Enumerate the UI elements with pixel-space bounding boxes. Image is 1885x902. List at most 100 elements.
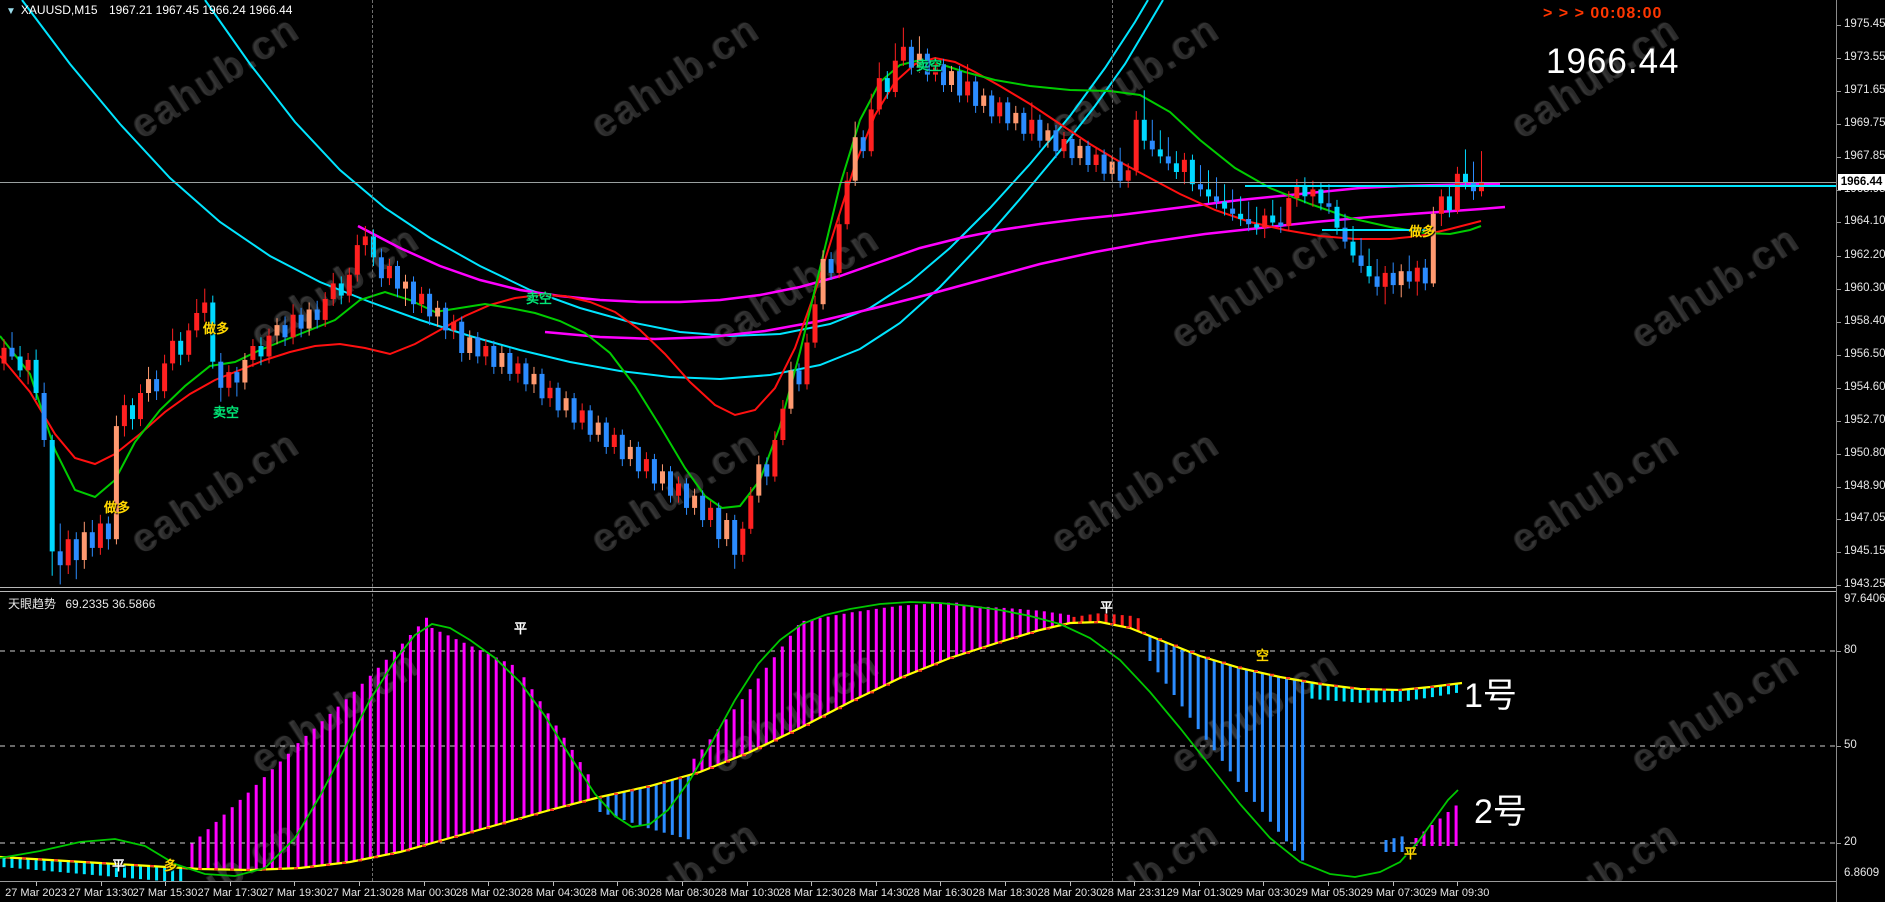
price-axis-label: 1969.75: [1844, 117, 1885, 129]
oscillator-axis-label: 6.8609: [1844, 867, 1880, 879]
price-axis[interactable]: 1975.451973.551971.651969.751967.851965.…: [1836, 0, 1885, 902]
time-axis-label: 28 Mar 04:30: [520, 887, 586, 899]
time-tick: [359, 882, 360, 886]
chart-title: ▼ XAUUSD,M15 1967.21 1967.45 1966.24 1966…: [6, 3, 292, 17]
histogram-segment-6: [692, 625, 800, 774]
time-tick: [36, 882, 37, 886]
time-axis-label: 28 Mar 06:30: [584, 887, 650, 899]
time-axis-label: 28 Mar 00:30: [391, 887, 457, 899]
histogram-segment-0: [2, 857, 183, 881]
oscillator-red-dashes: [6, 621, 1450, 871]
histogram-segment-2: [296, 617, 428, 869]
annotation-signal-10: 多: [164, 858, 178, 873]
time-axis-label: 28 Mar 14:30: [843, 887, 909, 899]
price-axis-label: 1945.15: [1844, 545, 1885, 557]
annotation-signal-3: 卖空: [526, 291, 553, 306]
oscillator-axis-label: 20: [1844, 836, 1857, 848]
time-axis-label: 28 Mar 23:31: [1101, 887, 1167, 899]
time-tick: [682, 882, 683, 886]
price-axis-label: 1954.60: [1844, 381, 1885, 393]
time-axis-label: 29 Mar 09:30: [1424, 887, 1490, 899]
time-axis-label: 27 Mar 15:30: [132, 887, 198, 899]
oscillator-axis-label: 97.6406: [1844, 593, 1885, 605]
time-axis-label: 29 Mar 03:30: [1230, 887, 1296, 899]
price-tick: [1837, 519, 1841, 520]
price-tick: [1837, 454, 1841, 455]
oscillator-axis-label: 80: [1844, 644, 1857, 656]
price-tick: [1837, 157, 1841, 158]
histogram-segment-1: [190, 753, 290, 870]
histogram-segment-4: [522, 677, 590, 818]
price-axis-label: 1962.20: [1844, 249, 1885, 261]
ma-line-cyan_b: [204, 0, 1149, 338]
day-separator-0: [372, 0, 373, 881]
price-axis-label: 1947.05: [1844, 512, 1885, 524]
cyan-hline-short: [1322, 229, 1430, 231]
time-tick: [1393, 882, 1394, 886]
time-axis-label: 27 Mar 19:30: [261, 887, 327, 899]
price-tick: [1837, 355, 1841, 356]
histogram-segment-10: [1148, 636, 1305, 861]
annotation-signal-8: 空: [1256, 648, 1270, 663]
price-axis-label: 1973.55: [1844, 51, 1885, 63]
annotation-signal-7: 平: [1100, 600, 1114, 615]
cyan-hline-long: [1245, 185, 1836, 187]
oscillator-name: 天眼趋势: [8, 597, 57, 611]
price-tick: [1837, 222, 1841, 223]
time-axis-label: 28 Mar 12:30: [778, 887, 844, 899]
histogram-segment-13: [1414, 805, 1458, 846]
time-axis[interactable]: 27 Mar 2023 27 Mar 13:30 27 Mar 15:30 27 Ma…: [0, 881, 1836, 902]
time-axis-label: 28 Mar 02:30: [455, 887, 521, 899]
ma-line-red_ma: [0, 56, 1482, 466]
price-tick: [1837, 585, 1841, 586]
price-axis-label: 1960.30: [1844, 282, 1885, 294]
time-tick: [165, 882, 166, 886]
time-axis-label: 27 Mar 13:30: [68, 887, 134, 899]
time-axis-label: 27 Mar 2023: [5, 887, 67, 899]
price-axis-label: 1943.25: [1844, 578, 1885, 590]
time-tick: [553, 882, 554, 886]
time-tick: [424, 882, 425, 886]
current-price-box: 1966.44: [1838, 174, 1885, 190]
annotation-signal-11: 平: [1404, 846, 1418, 861]
histogram-segment-11: [1310, 682, 1458, 703]
time-axis-label: 28 Mar 10:30: [714, 887, 780, 899]
time-tick: [294, 882, 295, 886]
price-axis-label: 1952.70: [1844, 414, 1885, 426]
pane-separator-line-2[interactable]: [0, 591, 1836, 592]
title-ohlc-values: 1967.21 1967.45 1966.24 1966.44: [108, 3, 293, 17]
time-tick: [230, 882, 231, 886]
symbol-timeframe: XAUUSD,M15: [20, 3, 98, 17]
annotation-big-label-13: 2号: [1474, 793, 1527, 831]
ma-line-cyan_a: [21, 0, 1164, 381]
time-tick: [1457, 882, 1458, 886]
ma-line-green_ma: [0, 58, 1482, 510]
oscillator-tick: [1837, 651, 1841, 652]
price-tick: [1837, 58, 1841, 59]
time-tick: [747, 882, 748, 886]
time-tick: [1328, 882, 1329, 886]
price-axis-label: 1958.40: [1844, 315, 1885, 327]
time-tick: [1005, 882, 1006, 886]
main-price-pane[interactable]: [0, 0, 1836, 587]
price-tick: [1837, 124, 1841, 125]
price-axis-label: 1967.85: [1844, 150, 1885, 162]
time-axis-label: 29 Mar 05:30: [1295, 887, 1361, 899]
oscillator-tick: [1837, 746, 1841, 747]
time-tick: [1263, 882, 1264, 886]
time-axis-label: 28 Mar 08:30: [649, 887, 715, 899]
price-axis-label: 1971.65: [1844, 84, 1885, 96]
annotation-signal-6: 平: [514, 621, 528, 636]
price-tick: [1837, 552, 1841, 553]
histogram-segment-12: [1384, 836, 1404, 852]
time-tick: [101, 882, 102, 886]
oscillator-pane[interactable]: [0, 592, 1836, 881]
price-tick: [1837, 421, 1841, 422]
time-tick: [488, 882, 489, 886]
oscillator-yellow-line: [0, 620, 1463, 872]
time-axis-label: 27 Mar 21:30: [326, 887, 392, 899]
price-axis-label: 1950.80: [1844, 447, 1885, 459]
time-tick: [617, 882, 618, 886]
price-tick: [1837, 388, 1841, 389]
pane-separator-line-1[interactable]: [0, 587, 1836, 588]
